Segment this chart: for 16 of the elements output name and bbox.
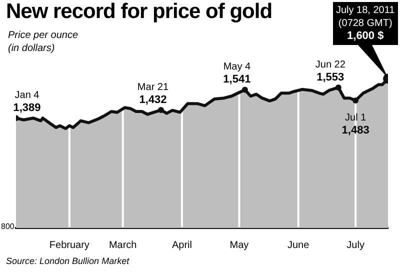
x-tick-label: May [230, 240, 249, 251]
x-tick-label: July [346, 240, 364, 251]
text: 800 [1, 222, 14, 231]
x-tick-label: March [108, 240, 137, 251]
source-note: Source: London Bullion Market [6, 256, 130, 266]
x-tick-label: June [287, 240, 310, 251]
x-tick-label: April [172, 240, 192, 251]
annotation: Jun 22 1,553 [315, 59, 346, 84]
annotation: Mar 21 1,432 [137, 82, 169, 106]
annotation: Jul 1 1,483 [342, 112, 370, 136]
text: July 18, 2011 (0728 GMT) 1,600 $ [336, 5, 395, 42]
chart-title: New record for price of gold [6, 0, 272, 24]
x-tick-label: February [49, 240, 90, 251]
annotation: Jan 4 1,389 [13, 90, 41, 114]
annotation: May 4 1,541 [223, 62, 251, 86]
chart-subtitle: Price per ounce (in dollars) [8, 29, 78, 55]
